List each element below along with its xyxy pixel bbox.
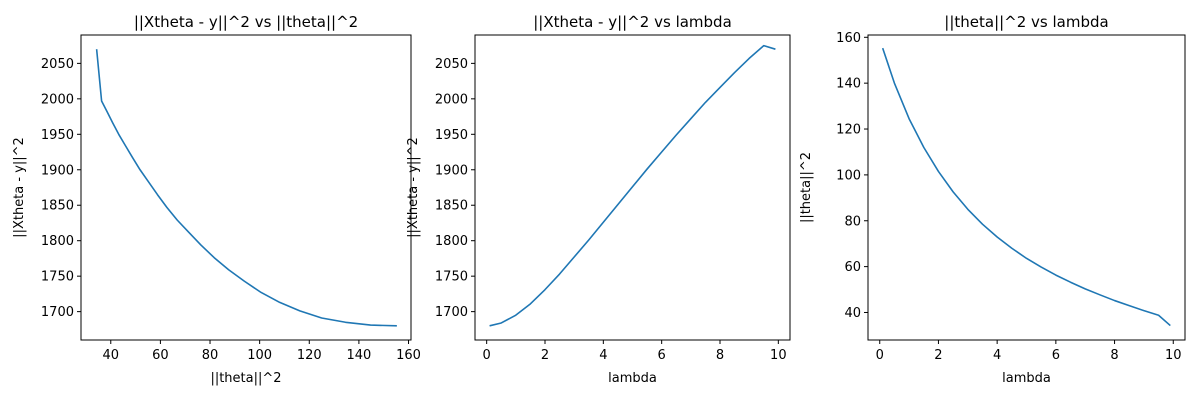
y-tick-label: 1850 [41,199,74,214]
x-axis-label: lambda [1002,371,1051,386]
series-line-1 [881,47,1171,327]
x-axis-label: ||theta||^2 [210,371,281,386]
chart-title: ||Xtheta - y||^2 vs lambda [533,13,732,31]
y-tick-label: 120 [836,123,861,138]
y-tick-label: 1750 [41,270,74,285]
chart-panel-2: 0 2 4 6 8 10 1700 1750 1800 1850 1900 1950 2000 2050 |… [406,13,791,386]
x-axis-label: lambda [608,371,657,386]
x-tick-label: 100 [247,348,272,363]
y-tick-label: 1750 [435,270,468,285]
x-tick-label: 10 [770,348,787,363]
x-tick-label: 6 [658,348,666,363]
x-tick-label: 4 [599,348,607,363]
y-tick-label: 1900 [435,163,468,178]
y-tick-label: 1700 [41,305,74,320]
x-tick-label: 0 [876,348,884,363]
chart-panel-1: 40 60 80 100 120 140 160 1700 1750 1800 1850 1900 19… [12,13,421,386]
series-line-1 [489,44,776,327]
y-axis-label: ||theta||^2 [799,152,814,223]
x-tick-label: 4 [993,348,1001,363]
chart-panel-3: 0 2 4 6 8 10 40 60 80 100 120 140 160 ||theta||^2 vs … [799,13,1186,386]
x-tick-label: 40 [103,348,120,363]
x-tick-label: 8 [716,348,724,363]
plot-area-frame [80,34,412,341]
y-axis-label: ||Xtheta - y||^2 [406,137,421,238]
plot-area-frame [474,34,791,341]
y-tick-label: 1950 [435,128,468,143]
x-tick-label: 60 [152,348,169,363]
series-line-1 [95,49,397,327]
y-tick-label: 1950 [41,128,74,143]
plot-area-frame [867,34,1186,341]
x-tick-label: 6 [1052,348,1060,363]
chart-title: ||theta||^2 vs lambda [944,13,1108,31]
y-tick-label: 140 [836,77,861,92]
y-tick-label: 1800 [435,234,468,249]
y-tick-label: 1800 [41,234,74,249]
y-tick-label: 2000 [435,92,468,107]
x-tick-label: 2 [934,348,942,363]
y-tick-label: 2000 [41,92,74,107]
y-tick-label: 40 [844,306,861,321]
y-tick-label: 60 [844,260,861,275]
y-tick-label: 160 [836,31,861,46]
x-tick-label: 160 [396,348,421,363]
x-tick-label: 8 [1110,348,1118,363]
y-tick-label: 1900 [41,163,74,178]
x-tick-label: 2 [541,348,549,363]
x-tick-label: 80 [202,348,219,363]
y-tick-label: 1850 [435,199,468,214]
x-tick-label: 0 [483,348,491,363]
y-tick-label: 1700 [435,305,468,320]
chart-title: ||Xtheta - y||^2 vs ||theta||^2 [134,13,358,31]
y-axis-label: ||Xtheta - y||^2 [12,137,27,238]
y-tick-label: 80 [844,214,861,229]
x-tick-label: 140 [346,348,371,363]
x-tick-label: 120 [297,348,322,363]
x-tick-label: 10 [1165,348,1182,363]
y-tick-label: 2050 [435,57,468,72]
y-tick-label: 100 [836,168,861,183]
y-tick-label: 2050 [41,57,74,72]
